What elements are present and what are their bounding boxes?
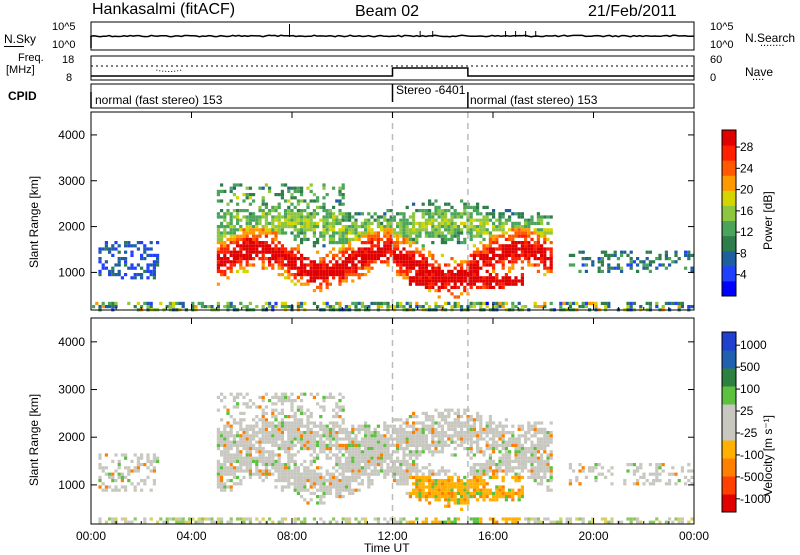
velocity-cbar-tick-4: -25 bbox=[740, 426, 758, 440]
xtick-label-1: 04:00 bbox=[176, 529, 206, 543]
power-cbar-swatch-1 bbox=[722, 265, 736, 282]
nave-label: Nave bbox=[745, 65, 774, 79]
nsearch-tick-low: 10^0 bbox=[710, 39, 734, 51]
power-cbar-tick-0: 4 bbox=[740, 268, 747, 282]
velocity-cbar-label: Velocity [m s⁻¹] bbox=[761, 414, 775, 496]
power-cbar-swatch-4 bbox=[722, 220, 736, 237]
xtick-label-6: 00:00 bbox=[679, 529, 709, 543]
panel2-ytick-label-1: 2000 bbox=[58, 430, 85, 444]
nsky-label: N.Sky bbox=[4, 32, 37, 46]
xtick-label-5: 20:00 bbox=[578, 529, 608, 543]
freq-line bbox=[91, 67, 694, 77]
power-cbar-tick-3: 16 bbox=[740, 204, 754, 218]
velocity-cbar-swatch-8 bbox=[722, 350, 736, 369]
power-cbar-swatch-0 bbox=[722, 280, 736, 297]
power-cbar-swatch-7 bbox=[722, 175, 736, 191]
cpid-label: CPID bbox=[8, 89, 37, 103]
beam-title: Beam 02 bbox=[355, 3, 420, 20]
xtick-label-2: 08:00 bbox=[277, 529, 307, 543]
velocity-cbar-swatch-1 bbox=[722, 476, 736, 495]
velocity-cbar-swatch-0 bbox=[722, 494, 736, 513]
freq-strip-frame bbox=[90, 55, 695, 81]
velocity-cbar-tick-6: -500 bbox=[740, 470, 764, 484]
power-cbar-swatch-10 bbox=[722, 130, 736, 146]
velocity-cbar-frame bbox=[721, 331, 737, 513]
velocity-cbar-swatch-7 bbox=[722, 368, 736, 387]
power-cbar-swatch-3 bbox=[722, 235, 736, 252]
xlabel: Time UT bbox=[364, 541, 410, 555]
panel2-ytick-label-0: 1000 bbox=[58, 478, 85, 492]
panel2-ytick-label-3: 4000 bbox=[58, 335, 85, 349]
velocity-cbar-swatch-4 bbox=[722, 422, 736, 441]
power-cbar-swatch-8 bbox=[722, 160, 736, 176]
nsearch-dots: ........ bbox=[760, 37, 785, 49]
nsky-line bbox=[90, 34, 695, 38]
date-title: 21/Feb/2011 bbox=[588, 3, 677, 20]
xtick-label-3: 12:00 bbox=[377, 529, 407, 543]
nsky-tick-low: 10^0 bbox=[52, 39, 76, 51]
xtick-label-0: 00:00 bbox=[76, 529, 106, 543]
panel2-ytick-label-2: 3000 bbox=[58, 383, 85, 397]
panel2-ylabel: Slant Range [km] bbox=[27, 393, 41, 486]
velocity-cbar-swatch-5 bbox=[722, 404, 736, 423]
velocity-cbar-swatch-3 bbox=[722, 440, 736, 459]
panel1-ylabel: Slant Range [km] bbox=[27, 175, 41, 268]
nave-dip bbox=[156, 69, 182, 72]
power-cbar-swatch-2 bbox=[722, 250, 736, 267]
power-cbar-tick-6: 28 bbox=[740, 140, 754, 154]
cpid-mode-2: Stereo -6401 bbox=[396, 83, 466, 97]
cpid-mode-3: normal (fast stereo) 153 bbox=[470, 93, 598, 107]
nave-tick-low: 0 bbox=[710, 72, 717, 84]
velocity-cbar-tick-1: 500 bbox=[740, 360, 760, 374]
velocity-cbar-swatch-6 bbox=[722, 386, 736, 405]
xtick-label-4: 16:00 bbox=[478, 529, 508, 543]
freq-tick-high: 18 bbox=[62, 54, 75, 66]
freq-unit: [MHz] bbox=[6, 64, 35, 76]
freq-label: Freq. bbox=[18, 52, 44, 64]
power-cbar-tick-5: 24 bbox=[740, 161, 754, 175]
nave-tick-high: 60 bbox=[710, 54, 723, 66]
power-cbar-tick-4: 20 bbox=[740, 183, 754, 197]
nsearch-tick-high: 10^5 bbox=[710, 21, 734, 33]
power-cbar-swatch-9 bbox=[722, 145, 736, 161]
panel1-ytick-label-3: 4000 bbox=[58, 128, 85, 142]
nsky-underline bbox=[4, 46, 24, 47]
power-cbar-frame bbox=[721, 129, 737, 297]
velocity-cbar-tick-3: 25 bbox=[740, 404, 754, 418]
power-cbar-swatch-5 bbox=[722, 205, 736, 222]
cpid-mode-1: normal (fast stereo) 153 bbox=[95, 93, 223, 107]
velocity-cbar-tick-2: 100 bbox=[740, 382, 760, 396]
panel1-ytick-label-2: 3000 bbox=[58, 174, 85, 188]
power-cbar-label: Power [dB] bbox=[761, 191, 775, 250]
velocity-cbar-swatch-9 bbox=[722, 332, 736, 351]
panel1-ytick-label-1: 2000 bbox=[58, 220, 85, 234]
nsearch-label: N.Search bbox=[745, 31, 796, 45]
nave-dots: .... bbox=[752, 71, 765, 83]
power-cbar-swatch-6 bbox=[722, 190, 736, 206]
velocity-cbar-swatch-2 bbox=[722, 458, 736, 477]
panel1-ytick-label-0: 1000 bbox=[58, 265, 85, 279]
velocity-cbar-tick-0: 1000 bbox=[740, 338, 767, 352]
freq-tick-low: 8 bbox=[66, 72, 73, 84]
velocity-cbar-tick-5: -100 bbox=[740, 448, 764, 462]
power-cbar-tick-1: 8 bbox=[740, 246, 747, 260]
power-cbar-tick-2: 12 bbox=[740, 225, 754, 239]
velocity-cbar-tick-7: -1000 bbox=[740, 492, 771, 506]
station-title: Hankasalmi (fitACF) bbox=[92, 1, 236, 18]
nsky-tick-high: 10^5 bbox=[52, 21, 76, 33]
